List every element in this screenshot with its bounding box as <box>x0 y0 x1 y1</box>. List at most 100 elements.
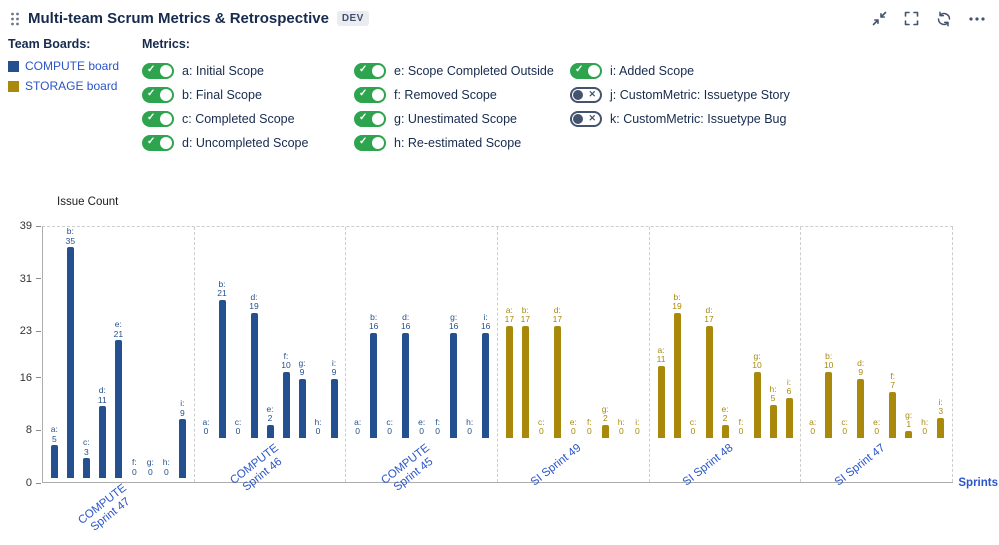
collapse-icon[interactable] <box>872 11 887 26</box>
bar-value-label: d: 11 <box>97 385 107 405</box>
bar-f[interactable]: f: 10 <box>281 351 291 438</box>
bar-f[interactable]: f: 0 <box>736 417 746 438</box>
metric-toggle-e[interactable]: ✓ <box>354 63 386 79</box>
bar-h[interactable]: h: 0 <box>616 417 626 438</box>
bar-h[interactable]: h: 0 <box>313 417 323 438</box>
bar-value-label: e: 2 <box>721 403 729 424</box>
drag-handle-icon[interactable] <box>10 11 20 27</box>
metric-toggle-a[interactable]: ✓ <box>142 63 174 79</box>
sprint-axis-label[interactable]: COMPUTE Sprint 47 <box>76 482 133 534</box>
bar-g[interactable]: g: 2 <box>600 404 610 438</box>
bar-c[interactable]: c: 0 <box>233 417 243 438</box>
bar-h[interactable]: h: 0 <box>161 457 171 478</box>
bar-g[interactable]: g: 0 <box>145 457 155 478</box>
bar-c[interactable]: c: 0 <box>385 417 395 438</box>
bar-d[interactable]: d: 11 <box>97 385 107 479</box>
bar-e[interactable]: e: 21 <box>113 319 123 479</box>
bar-i[interactable]: i: 6 <box>784 376 794 438</box>
bar-i[interactable]: i: 3 <box>936 396 946 438</box>
toggle-knob <box>372 113 384 125</box>
bar-i[interactable]: i: 16 <box>481 312 491 438</box>
bar-rect <box>721 424 729 438</box>
metric-label-j: j: CustomMetric: Issuetype Story <box>610 88 790 102</box>
metric-toggle-i[interactable]: ✓ <box>570 63 602 79</box>
bar-d[interactable]: d: 9 <box>856 358 866 438</box>
bar-value-label: i: 3 <box>938 396 944 417</box>
sprint-axis-label[interactable]: SI Sprint 48 <box>680 441 736 489</box>
refresh-icon[interactable] <box>936 11 952 27</box>
bar-h[interactable]: h: 0 <box>920 417 930 438</box>
bar-e[interactable]: e: 2 <box>720 403 730 438</box>
metric-toggle-d[interactable]: ✓ <box>142 135 174 151</box>
bar-value-label: a: 11 <box>656 344 666 365</box>
bar-b[interactable]: b: 21 <box>217 279 227 438</box>
bar-c[interactable]: c: 0 <box>536 417 546 438</box>
fullscreen-icon[interactable] <box>904 11 919 26</box>
bar-c[interactable]: c: 0 <box>688 417 698 438</box>
bar-a[interactable]: a: 0 <box>201 417 211 438</box>
metric-label-h: h: Re-estimated Scope <box>394 136 522 150</box>
bar-e[interactable]: e: 0 <box>872 417 882 438</box>
plot-area: a: 5 b: 35 c: 3 d: 11 e: 21 f: 0 g: 0 h: 0 i: 9 COMPUTE Sp… <box>42 226 954 534</box>
bar-g[interactable]: g: 16 <box>449 312 459 438</box>
metric-label-e: e: Scope Completed Outside <box>394 64 554 78</box>
legend-item-storage[interactable]: STORAGE board <box>8 79 142 93</box>
bar-b[interactable]: b: 16 <box>369 312 379 438</box>
bar-i[interactable]: i: 9 <box>177 398 187 479</box>
bar-f[interactable]: f: 0 <box>433 417 443 438</box>
bar-i[interactable]: i: 0 <box>632 416 642 438</box>
y-tick: 0 <box>26 477 41 489</box>
sprint-axis-label[interactable]: COMPUTE Sprint 46 <box>227 441 285 494</box>
metric-row-h: ✓ h: Re-estimated Scope <box>354 135 570 151</box>
bar-d[interactable]: d: 17 <box>704 305 714 438</box>
bar-f[interactable]: f: 0 <box>584 417 594 438</box>
metric-toggle-b[interactable]: ✓ <box>142 87 174 103</box>
bar-h[interactable]: h: 0 <box>465 417 475 438</box>
bar-e[interactable]: e: 2 <box>265 404 275 438</box>
bar-value-label: i: 0 <box>634 416 640 437</box>
bar-b[interactable]: b: 10 <box>824 351 834 438</box>
board-color-swatch <box>8 80 19 92</box>
bar-e[interactable]: e: 0 <box>417 417 427 438</box>
bar-c[interactable]: c: 3 <box>81 437 91 479</box>
bar-b[interactable]: b: 17 <box>520 305 530 438</box>
bar-value-label: e: 0 <box>569 416 577 437</box>
metric-toggle-f[interactable]: ✓ <box>354 87 386 103</box>
sprint-axis-label[interactable]: COMPUTE Sprint 45 <box>379 441 436 494</box>
metric-toggle-k[interactable]: ✕ <box>570 111 602 127</box>
x-icon: ✕ <box>588 89 596 99</box>
bar-h[interactable]: h: 5 <box>768 384 778 438</box>
bar-b[interactable]: b: 19 <box>672 292 682 438</box>
bar-d[interactable]: d: 16 <box>401 312 411 438</box>
bar-value-label: i: 6 <box>786 376 792 397</box>
legend-item-compute[interactable]: COMPUTE board <box>8 59 142 73</box>
bar-c[interactable]: c: 0 <box>840 417 850 438</box>
metric-toggle-g[interactable]: ✓ <box>354 111 386 127</box>
metric-toggle-c[interactable]: ✓ <box>142 111 174 127</box>
more-options-icon[interactable] <box>969 16 985 21</box>
bar-f[interactable]: f: 7 <box>888 371 898 438</box>
board-color-swatch <box>8 60 19 72</box>
metric-toggle-h[interactable]: ✓ <box>354 135 386 151</box>
sprint-axis-label[interactable]: SI Sprint 47 <box>832 441 888 489</box>
bar-i[interactable]: i: 9 <box>329 358 339 438</box>
bar-value-label: i: 9 <box>179 398 185 418</box>
bar-e[interactable]: e: 0 <box>568 416 578 438</box>
board-name: STORAGE board <box>25 79 118 93</box>
y-tick: 23 <box>20 325 41 337</box>
bar-f[interactable]: f: 0 <box>129 457 139 478</box>
sprint-axis-label[interactable]: SI Sprint 49 <box>529 441 584 489</box>
bar-d[interactable]: d: 19 <box>249 292 259 438</box>
bar-d[interactable]: d: 17 <box>552 305 562 438</box>
metric-toggle-j[interactable]: ✕ <box>570 87 602 103</box>
bar-g[interactable]: g: 10 <box>752 351 762 438</box>
metric-toggle-grid: ✓ a: Initial Scope ✓ b: Final Scope ✓ c: Comp… <box>142 59 987 155</box>
bar-g[interactable]: g: 9 <box>297 358 307 438</box>
bar-a[interactable]: a: 0 <box>808 417 818 438</box>
bar-a[interactable]: a: 5 <box>49 424 59 479</box>
bar-a[interactable]: a: 17 <box>504 305 514 438</box>
bar-a[interactable]: a: 11 <box>656 344 666 438</box>
bar-b[interactable]: b: 35 <box>65 226 75 479</box>
bar-g[interactable]: g: 1 <box>904 410 914 438</box>
bar-a[interactable]: a: 0 <box>353 417 363 438</box>
